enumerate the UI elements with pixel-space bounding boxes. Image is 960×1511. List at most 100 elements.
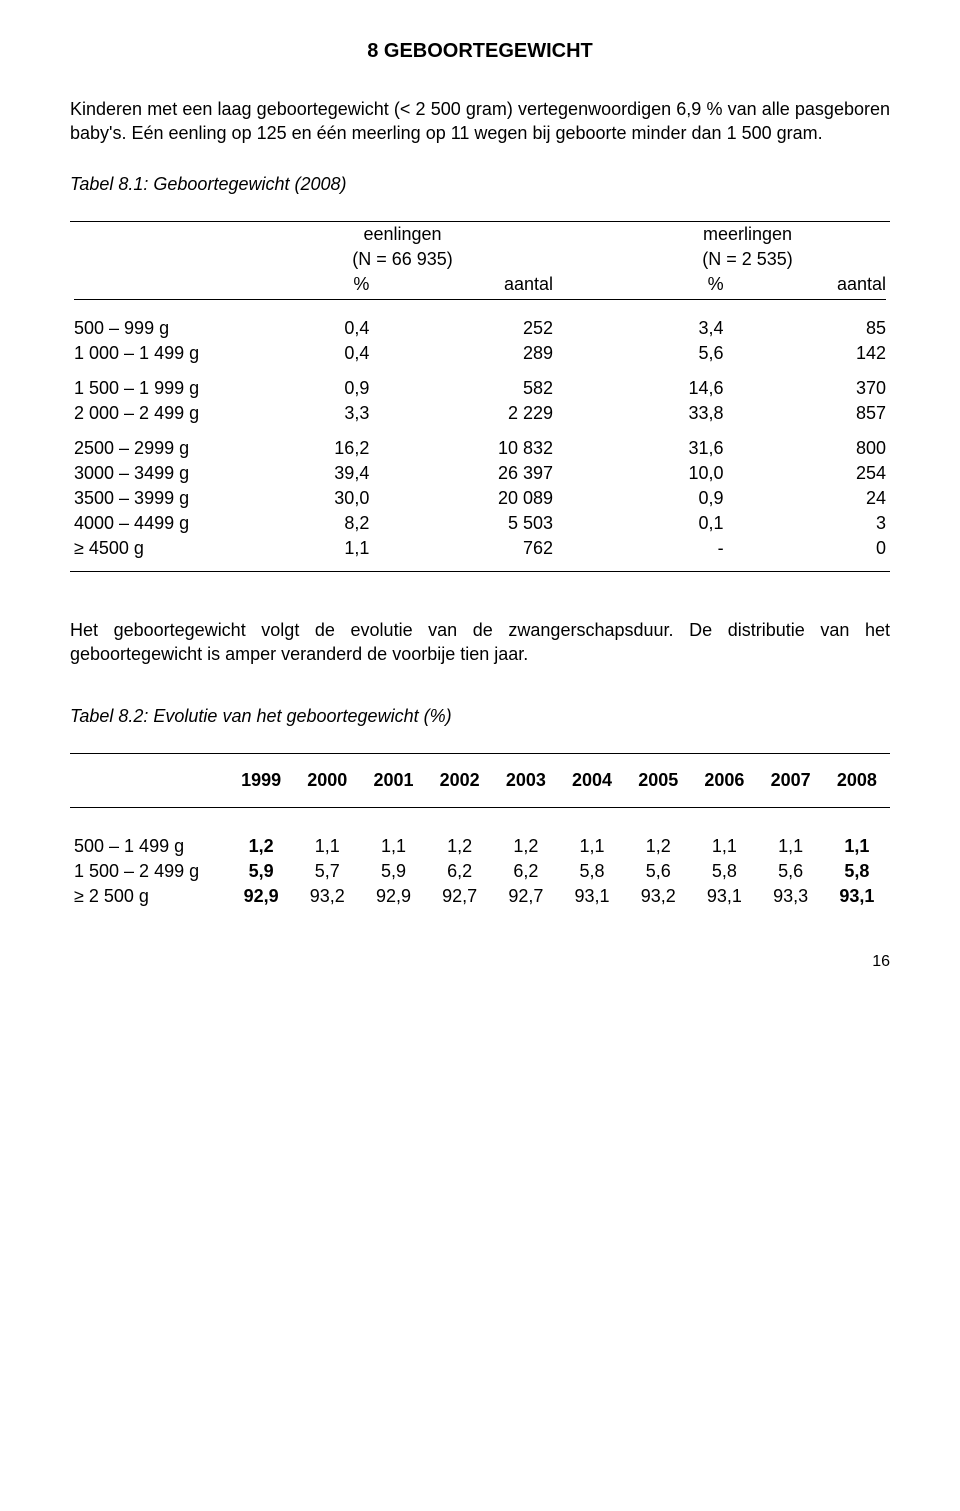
col-group-meerlingen: meerlingen <box>605 222 890 247</box>
cell: 92,9 <box>360 884 426 909</box>
year-header: 2003 <box>493 768 559 793</box>
cell: 0,4 <box>248 316 373 341</box>
cell: 5,8 <box>559 859 625 884</box>
cell: 92,7 <box>427 884 493 909</box>
cell: 16,2 <box>248 436 373 461</box>
col-header-aantal: aantal <box>373 272 557 297</box>
cell: 6,2 <box>493 859 559 884</box>
cell: 2 229 <box>373 401 557 426</box>
table-row: 1 500 – 2 499 g 5,9 5,7 5,9 6,2 6,2 5,8 … <box>70 859 890 884</box>
cell: 92,7 <box>493 884 559 909</box>
cell: 5,7 <box>294 859 360 884</box>
cell: 5,8 <box>691 859 757 884</box>
cell: 93,2 <box>625 884 691 909</box>
cell: 6,2 <box>427 859 493 884</box>
cell: 0 <box>728 536 890 561</box>
table-row: 1 000 – 1 499 g 0,4 289 5,6 142 <box>70 341 890 366</box>
cell: 1,1 <box>691 834 757 859</box>
table-row: 2 000 – 2 499 g 3,3 2 229 33,8 857 <box>70 401 890 426</box>
table2-caption: Tabel 8.2: Evolutie van het geboortegewi… <box>70 706 890 727</box>
cell: 1,1 <box>360 834 426 859</box>
cell: 1,1 <box>559 834 625 859</box>
cell: 93,2 <box>294 884 360 909</box>
mid-paragraph: Het geboortegewicht volgt de evolutie va… <box>70 618 890 667</box>
table-row: ≥ 2 500 g 92,9 93,2 92,9 92,7 92,7 93,1 … <box>70 884 890 909</box>
cell: 8,2 <box>248 511 373 536</box>
cell: 26 397 <box>373 461 557 486</box>
table-row: 4000 – 4499 g 8,2 5 503 0,1 3 <box>70 511 890 536</box>
row-label: 500 – 1 499 g <box>70 834 228 859</box>
cell: 0,1 <box>605 511 728 536</box>
cell: 800 <box>728 436 890 461</box>
col-header-aantal: aantal <box>728 272 890 297</box>
cell: 5,9 <box>228 859 294 884</box>
table1-caption: Tabel 8.1: Geboortegewicht (2008) <box>70 174 890 195</box>
cell: 1,2 <box>427 834 493 859</box>
page: 8 GEBOORTEGEWICHT Kinderen met een laag … <box>0 0 960 1001</box>
cell: 254 <box>728 461 890 486</box>
cell: 142 <box>728 341 890 366</box>
year-header: 2002 <box>427 768 493 793</box>
year-header: 2007 <box>758 768 824 793</box>
table-geboortegewicht: eenlingen meerlingen (N = 66 935) (N = 2… <box>70 222 890 571</box>
table-row: 2500 – 2999 g 16,2 10 832 31,6 800 <box>70 436 890 461</box>
table-row: ≥ 4500 g 1,1 762 - 0 <box>70 536 890 561</box>
year-header: 2001 <box>360 768 426 793</box>
cell: 5,8 <box>824 859 890 884</box>
row-label: 1 500 – 2 499 g <box>70 859 228 884</box>
cell: 1,1 <box>824 834 890 859</box>
col-header-pct: % <box>605 272 728 297</box>
cell: 92,9 <box>228 884 294 909</box>
table-evolutie-body: 500 – 1 499 g 1,2 1,1 1,1 1,2 1,2 1,1 1,… <box>70 834 890 909</box>
cell: 5,6 <box>758 859 824 884</box>
cell: 93,1 <box>691 884 757 909</box>
page-number: 16 <box>70 953 890 971</box>
cell: 5,6 <box>605 341 728 366</box>
cell: 1,1 <box>294 834 360 859</box>
cell: 39,4 <box>248 461 373 486</box>
cell: 252 <box>373 316 557 341</box>
cell: 1,2 <box>493 834 559 859</box>
cell: 93,1 <box>824 884 890 909</box>
cell: 5,9 <box>360 859 426 884</box>
rule <box>74 299 886 300</box>
section-title: 8 GEBOORTEGEWICHT <box>70 40 890 63</box>
cell: 1,1 <box>758 834 824 859</box>
cell: 85 <box>728 316 890 341</box>
col-group-meerlingen-n: (N = 2 535) <box>605 247 890 272</box>
row-label: 1 500 – 1 999 g <box>70 376 248 401</box>
cell: 857 <box>728 401 890 426</box>
year-header: 2005 <box>625 768 691 793</box>
year-header: 2000 <box>294 768 360 793</box>
year-header: 2008 <box>824 768 890 793</box>
cell: 10,0 <box>605 461 728 486</box>
cell: 20 089 <box>373 486 557 511</box>
table-header-row: 1999 2000 2001 2002 2003 2004 2005 2006 … <box>70 768 890 793</box>
cell: 5 503 <box>373 511 557 536</box>
cell: 31,6 <box>605 436 728 461</box>
cell: 3 <box>728 511 890 536</box>
cell: 0,9 <box>605 486 728 511</box>
cell: 33,8 <box>605 401 728 426</box>
row-label: 500 – 999 g <box>70 316 248 341</box>
cell: 14,6 <box>605 376 728 401</box>
table-row: 3000 – 3499 g 39,4 26 397 10,0 254 <box>70 461 890 486</box>
table-row: 1 500 – 1 999 g 0,9 582 14,6 370 <box>70 376 890 401</box>
cell: 762 <box>373 536 557 561</box>
year-header: 1999 <box>228 768 294 793</box>
year-header: 2004 <box>559 768 625 793</box>
cell: 93,3 <box>758 884 824 909</box>
row-label: ≥ 4500 g <box>70 536 248 561</box>
cell: 3,4 <box>605 316 728 341</box>
cell: 5,6 <box>625 859 691 884</box>
row-label: 3000 – 3499 g <box>70 461 248 486</box>
col-header-pct: % <box>248 272 373 297</box>
col-group-eenlingen: eenlingen <box>248 222 557 247</box>
cell: - <box>605 536 728 561</box>
cell: 3,3 <box>248 401 373 426</box>
cell: 10 832 <box>373 436 557 461</box>
cell: 289 <box>373 341 557 366</box>
col-group-eenlingen-n: (N = 66 935) <box>248 247 557 272</box>
cell: 24 <box>728 486 890 511</box>
cell: 1,2 <box>625 834 691 859</box>
